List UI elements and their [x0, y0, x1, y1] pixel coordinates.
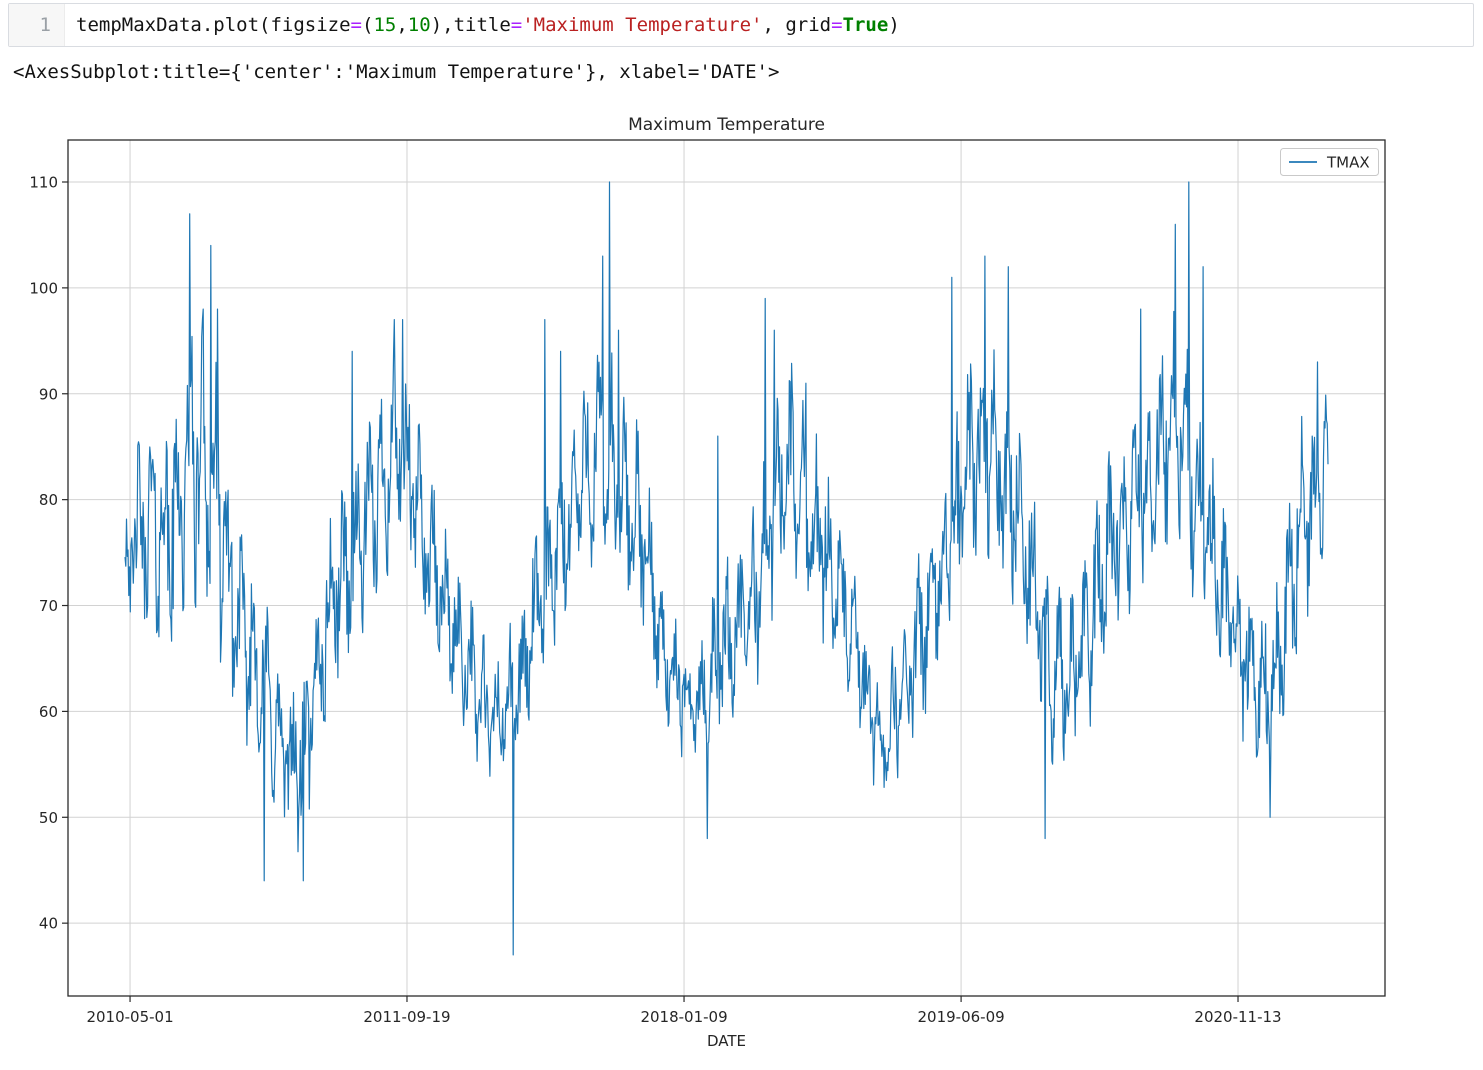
plot-spines — [67, 139, 1386, 997]
axis-labels: 40 50 60 70 80 90 100 110 2010-05-01 2011-09-19 20… — [29, 115, 1281, 1050]
matplotlib-figure: 40 50 60 70 80 90 100 110 2010-05-01 2011-09-19 20… — [0, 100, 1460, 1066]
series-tmax-line — [124, 181, 1329, 956]
legend: TMAX — [1280, 148, 1379, 176]
y-tick-label: 80 — [39, 491, 58, 509]
line-number-gutter: 1 — [9, 4, 65, 46]
gridlines — [68, 140, 1385, 996]
chart-title: Maximum Temperature — [628, 115, 825, 135]
y-tick-label: 90 — [39, 385, 58, 403]
code-token-plain: , — [396, 14, 408, 36]
code-token-operator: = — [831, 14, 843, 36]
y-tick-label: 110 — [29, 174, 58, 192]
axes — [62, 139, 1386, 1002]
tmax-polyline — [124, 181, 1329, 956]
x-axis-label: DATE — [707, 1032, 746, 1050]
code-token-operator: = — [510, 14, 523, 36]
legend-box — [1280, 148, 1379, 176]
x-tick-label: 2010-05-01 — [86, 1008, 173, 1026]
code-token-string: 'Maximum Temperature' — [522, 14, 763, 36]
legend-entry-label: TMAX — [1326, 154, 1370, 172]
temperature-line-chart: 40 50 60 70 80 90 100 110 2010-05-01 2011-09-19 20… — [29, 115, 1386, 1050]
code-token-plain: ( — [362, 14, 374, 36]
x-tick-label: 2020-11-13 — [1194, 1008, 1281, 1026]
code-token-number: 15 — [373, 14, 397, 36]
x-tick-label: 2018-01-09 — [640, 1008, 727, 1026]
x-tick-label: 2011-09-19 — [363, 1008, 450, 1026]
y-tick-label: 60 — [39, 703, 58, 721]
code-token-plain: ) — [430, 14, 443, 36]
code-token-plain: ,title — [442, 14, 511, 36]
y-tick-label: 100 — [29, 279, 58, 297]
code-token-plain: , grid — [762, 14, 832, 36]
code-cell[interactable]: 1 tempMaxData.plot(figsize =(15, 10) ,title… — [8, 3, 1474, 47]
code-token-plain: tempMaxData.plot(figsize — [76, 14, 351, 36]
y-tick-label: 50 — [39, 809, 58, 827]
code-token-number: 10 — [407, 14, 431, 36]
execution-line-number: 1 — [39, 14, 51, 36]
code-token-operator: = — [350, 14, 362, 36]
x-tick-label: 2019-06-09 — [917, 1008, 1004, 1026]
cell-output-text: <AxesSubplot:title={'center':'Maximum Te… — [13, 61, 780, 83]
y-tick-label: 70 — [39, 597, 58, 615]
code-token-plain: ) — [888, 14, 900, 36]
y-tick-label: 40 — [39, 915, 58, 933]
code-input[interactable]: tempMaxData.plot(figsize =(15, 10) ,title = '… — [65, 4, 1473, 46]
code-token-keyword: True — [842, 14, 889, 36]
